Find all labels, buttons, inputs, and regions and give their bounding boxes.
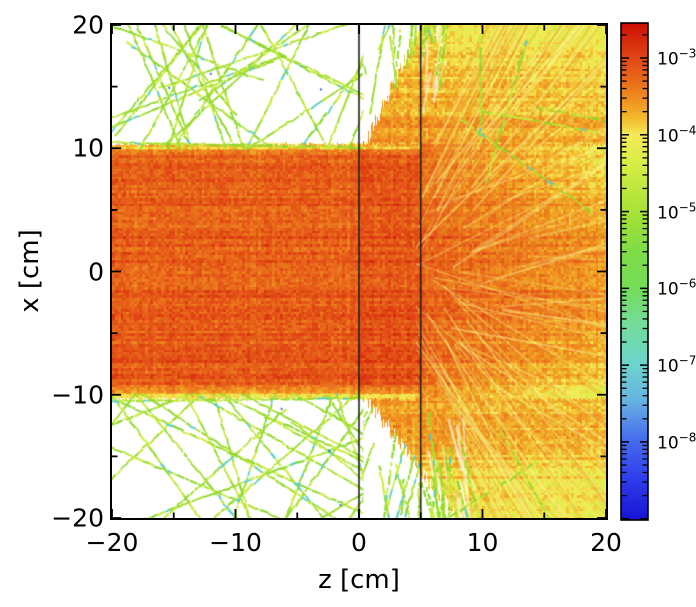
- y-tick-label: −20: [51, 503, 104, 533]
- colorbar-label-base: 10: [657, 279, 679, 300]
- x-tick-label: −10: [209, 528, 262, 557]
- x-tick-label: 10: [466, 528, 499, 557]
- colorbar-label-exponent: −8: [678, 430, 696, 445]
- colorbar-label-exponent: −4: [678, 123, 696, 138]
- y-tick-label: −10: [51, 380, 104, 410]
- heatmap-canvas: [112, 25, 606, 518]
- y-axis-title: x [cm]: [15, 229, 45, 313]
- colorbar-label-base: 10: [657, 49, 679, 70]
- colorbar-label-base: 10: [657, 202, 679, 223]
- colorbar-tick-label: 10−8: [657, 431, 696, 454]
- x-tick-label: −20: [85, 528, 139, 557]
- y-tick-label: 20: [72, 10, 104, 40]
- colorbar-gradient: [620, 22, 649, 521]
- x-axis-title: z [cm]: [318, 565, 400, 595]
- colorbar-label-exponent: −7: [678, 353, 696, 368]
- y-tick-label: 0: [88, 257, 104, 286]
- colorbar-label-base: 10: [657, 126, 679, 147]
- x-tick-label: 0: [351, 528, 367, 557]
- colorbar-label-base: 10: [657, 356, 679, 377]
- colorbar-label-base: 10: [657, 433, 679, 454]
- colorbar-tick-label: 10−6: [657, 277, 696, 300]
- colorbar-label-exponent: −5: [678, 200, 696, 215]
- y-tick-label: 10: [72, 133, 104, 163]
- plot-frame: [110, 23, 608, 520]
- colorbar-tick-label: 10−7: [657, 354, 696, 377]
- x-tick-label: 20: [590, 528, 622, 557]
- colorbar-tick-label: 10−3: [657, 47, 696, 70]
- colorbar-label-exponent: −6: [678, 277, 696, 292]
- colorbar-label-exponent: −3: [678, 46, 696, 61]
- colorbar-tick-label: 10−4: [657, 123, 696, 146]
- colorbar-tick-label: 10−5: [657, 200, 696, 223]
